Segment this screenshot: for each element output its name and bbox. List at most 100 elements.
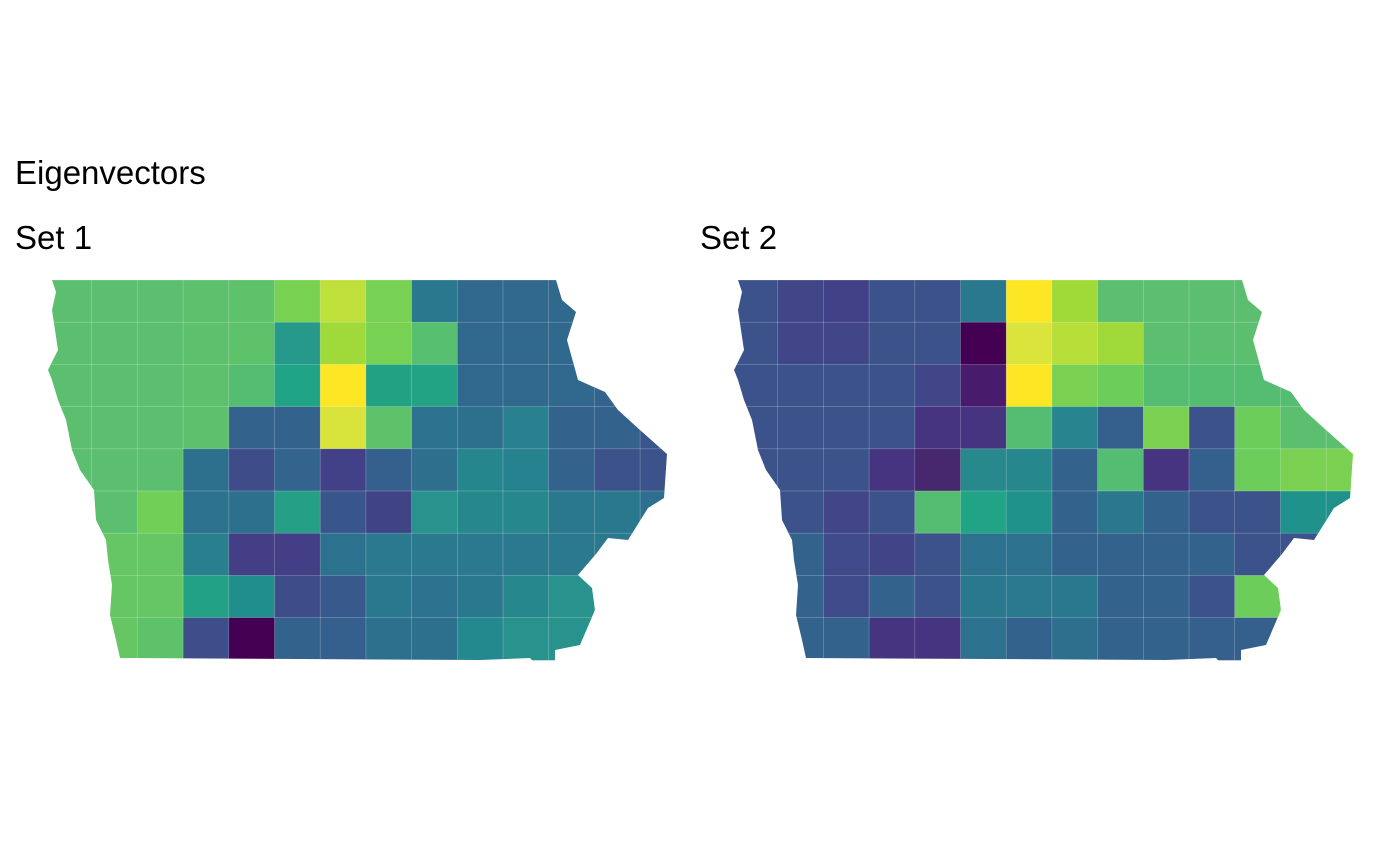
county-cell	[365, 364, 413, 408]
county-cell	[1234, 532, 1282, 577]
county-cell	[868, 406, 916, 450]
county-cell	[1325, 406, 1353, 450]
county-cell	[365, 575, 413, 619]
county-cell	[1188, 617, 1236, 661]
county-cell	[914, 406, 962, 450]
county-cell	[1051, 490, 1099, 535]
county-cell	[1005, 532, 1053, 577]
county-cell	[1325, 575, 1353, 619]
county-cell	[914, 364, 962, 408]
county-cell	[456, 490, 504, 535]
county-cell	[914, 321, 962, 366]
county-cell	[1005, 321, 1053, 366]
county-cell	[823, 532, 871, 577]
county-cell	[734, 280, 779, 324]
county-cell	[960, 532, 1008, 577]
county-cell	[48, 280, 93, 324]
county-cell	[1143, 280, 1190, 324]
county-cell	[456, 575, 504, 619]
county-cell	[1280, 280, 1328, 324]
county-cell	[182, 280, 230, 324]
county-cell	[914, 490, 962, 535]
county-cell	[594, 321, 642, 366]
county-cell	[1097, 406, 1145, 450]
county-cell	[456, 617, 504, 661]
county-cell	[548, 575, 596, 619]
county-cell	[502, 321, 550, 366]
county-cell	[1325, 364, 1353, 408]
county-cell	[1051, 321, 1099, 366]
county-cell	[1325, 280, 1353, 324]
county-cell	[1234, 364, 1282, 408]
county-cell	[502, 490, 550, 535]
county-cell	[182, 575, 230, 619]
county-cell	[1097, 448, 1145, 492]
county-cell	[868, 575, 916, 619]
county-cell	[48, 617, 93, 661]
county-cell	[639, 617, 667, 661]
county-cell	[182, 490, 230, 535]
county-cell	[1143, 406, 1190, 450]
county-cell	[639, 364, 667, 408]
county-cell	[734, 617, 779, 661]
county-cell	[1234, 575, 1282, 619]
county-cell	[1097, 575, 1145, 619]
county-cell	[548, 406, 596, 450]
panel-title-set-2: Set 2	[700, 219, 778, 256]
county-cell	[734, 406, 779, 450]
county-cell	[960, 448, 1008, 492]
county-cell	[639, 575, 667, 619]
county-cell	[1188, 448, 1236, 492]
county-cell	[1188, 321, 1236, 366]
county-cell	[548, 280, 596, 324]
county-cell	[1188, 406, 1236, 450]
county-cell	[502, 532, 550, 577]
county-cell	[1280, 490, 1328, 535]
county-cell	[960, 364, 1008, 408]
county-cell	[1280, 364, 1328, 408]
county-cell	[548, 617, 596, 661]
county-cell	[319, 321, 367, 366]
county-cell	[411, 321, 459, 366]
county-cell	[137, 406, 184, 450]
county-cell	[594, 490, 642, 535]
county-cell	[734, 532, 779, 577]
county-cell	[502, 448, 550, 492]
county-cell	[411, 406, 459, 450]
county-cell	[137, 575, 184, 619]
county-cell	[868, 364, 916, 408]
county-cell	[319, 575, 367, 619]
county-cell	[274, 448, 322, 492]
county-cell	[1234, 490, 1282, 535]
county-cell	[502, 617, 550, 661]
county-cell	[1234, 321, 1282, 366]
county-cell	[91, 406, 139, 450]
county-cell	[734, 490, 779, 535]
county-cell	[48, 490, 93, 535]
county-cell	[960, 321, 1008, 366]
county-cell	[137, 321, 184, 366]
county-cell	[137, 280, 184, 324]
county-cell	[319, 364, 367, 408]
county-cell	[228, 575, 276, 619]
county-cell	[365, 321, 413, 366]
county-cell	[1005, 617, 1053, 661]
county-cell	[594, 406, 642, 450]
county-cell	[914, 617, 962, 661]
county-cell	[1143, 617, 1190, 661]
county-cell	[1005, 448, 1053, 492]
county-cell	[914, 280, 962, 324]
county-cell	[823, 490, 871, 535]
county-cell	[1097, 532, 1145, 577]
county-cell	[1188, 490, 1236, 535]
county-cell	[594, 280, 642, 324]
county-cell	[456, 448, 504, 492]
county-cell	[411, 575, 459, 619]
county-cell	[1097, 490, 1145, 535]
county-cell	[274, 321, 322, 366]
county-cell	[1005, 280, 1053, 324]
county-cell	[823, 364, 871, 408]
county-cell	[137, 617, 184, 661]
county-cell	[777, 490, 825, 535]
county-cell	[868, 448, 916, 492]
